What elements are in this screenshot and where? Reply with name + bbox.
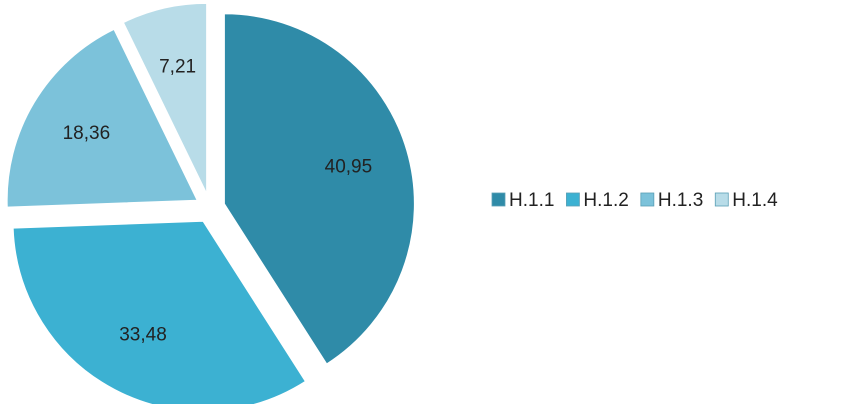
data-label: 7,21 (159, 56, 196, 77)
data-label: 33,48 (119, 325, 167, 346)
legend-label: H.1.1 (509, 190, 554, 211)
legend-marker (566, 192, 580, 207)
data-label: 18,36 (63, 123, 111, 144)
pie-slice (12, 220, 307, 404)
legend-label: H.1.4 (732, 190, 778, 211)
legend-marker (714, 192, 729, 207)
pie-slice (223, 13, 415, 365)
legend-marker (640, 192, 655, 207)
pie-slice (122, 2, 208, 194)
pie-slice (6, 28, 198, 208)
legend-label: H.1.3 (658, 190, 703, 211)
legend-label: H.1.2 (583, 190, 628, 211)
data-label: 40,95 (325, 157, 373, 178)
legend-marker (491, 192, 506, 207)
